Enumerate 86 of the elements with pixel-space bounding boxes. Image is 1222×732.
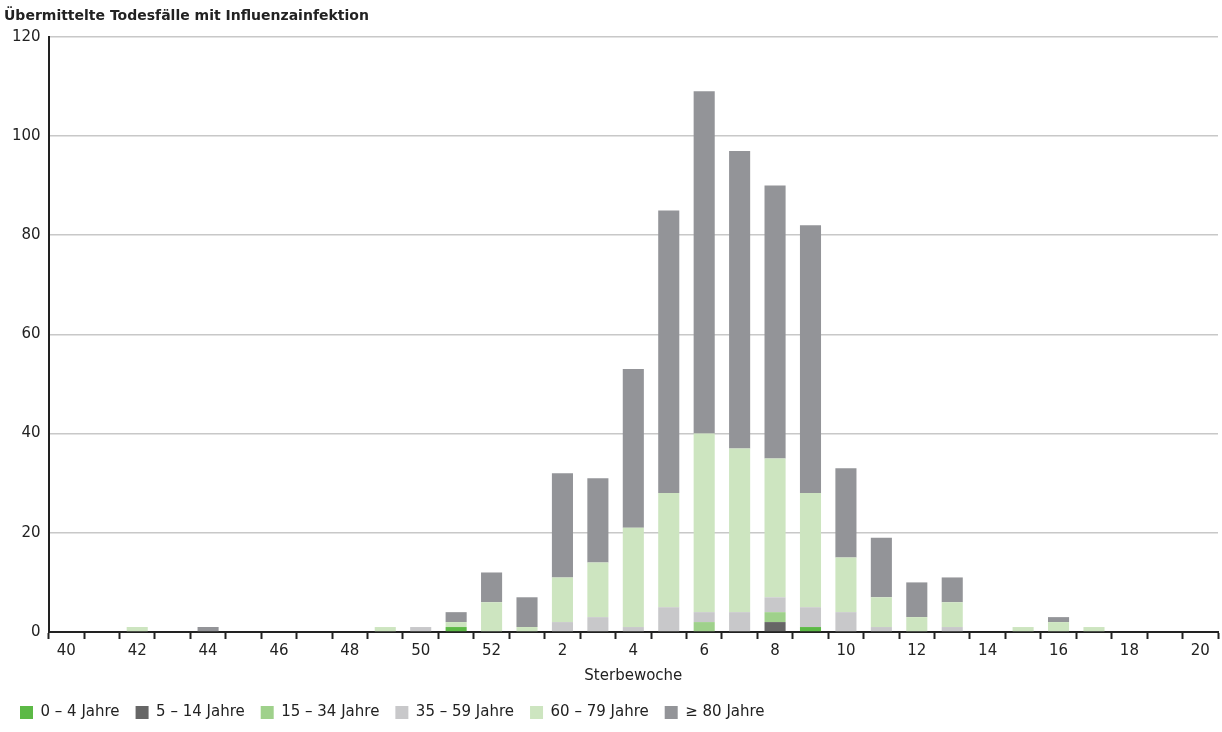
bar xyxy=(941,602,963,628)
bar xyxy=(587,617,609,632)
y-tick-label: 40 xyxy=(21,423,41,442)
x-tick-label: 20 xyxy=(1190,640,1210,659)
bar xyxy=(729,612,751,632)
x-tick-label: 8 xyxy=(770,640,780,659)
x-tick-label: 42 xyxy=(127,640,147,659)
bar xyxy=(764,612,786,623)
x-tick-label: 14 xyxy=(978,640,998,659)
x-tick-label: 52 xyxy=(482,640,502,659)
legend-label: 15 – 34 Jahre xyxy=(281,702,380,721)
bar xyxy=(445,612,467,623)
x-tick-label: 4 xyxy=(628,640,639,659)
bar xyxy=(551,473,573,578)
x-tick-label: 12 xyxy=(907,640,927,659)
bar xyxy=(764,458,786,598)
bar xyxy=(126,627,148,632)
bar xyxy=(729,150,751,449)
bar xyxy=(481,602,503,632)
legend-label: ≥ 80 Jahre xyxy=(685,702,765,721)
bar xyxy=(941,577,963,603)
y-tick-label: 60 xyxy=(21,324,41,343)
x-axis-title: Sterbewoche xyxy=(584,665,683,684)
x-tick-label: 6 xyxy=(699,640,709,659)
x-tick-label: 2 xyxy=(557,640,568,659)
bar xyxy=(410,627,432,632)
x-tick-label: 18 xyxy=(1119,640,1139,659)
bar xyxy=(658,210,680,494)
bar xyxy=(764,597,786,613)
bar xyxy=(764,185,786,459)
bar xyxy=(1048,617,1070,623)
bar xyxy=(799,607,822,628)
x-tick-label: 44 xyxy=(198,640,218,659)
bar xyxy=(481,572,503,603)
x-tick-label: 16 xyxy=(1048,640,1069,659)
bar xyxy=(622,369,644,528)
bar xyxy=(693,91,715,434)
bar xyxy=(799,627,822,632)
bar xyxy=(516,597,538,628)
bar xyxy=(799,225,822,494)
bar xyxy=(1083,627,1105,632)
y-tick-label: 80 xyxy=(21,225,41,244)
bar xyxy=(835,557,857,613)
legend-label: 60 – 79 Jahre xyxy=(550,702,649,721)
bar xyxy=(197,627,219,632)
x-tick-label: 50 xyxy=(411,640,431,659)
legend-label: 35 – 59 Jahre xyxy=(415,702,515,721)
y-tick-label: 100 xyxy=(11,125,41,144)
bar xyxy=(693,622,715,632)
bar xyxy=(622,527,644,628)
bar xyxy=(693,433,715,613)
bar xyxy=(764,622,786,632)
bar xyxy=(870,537,892,598)
bar xyxy=(551,577,573,623)
bar xyxy=(551,622,573,632)
bar xyxy=(799,493,822,608)
legend-label: 0 – 4 Jahre xyxy=(40,702,120,721)
bar xyxy=(516,627,538,632)
bar xyxy=(445,622,467,628)
x-tick-label: 40 xyxy=(56,640,76,659)
x-tick-label: 10 xyxy=(836,640,856,659)
bar xyxy=(941,627,963,632)
bar xyxy=(870,597,892,628)
bar xyxy=(870,627,892,632)
x-tick-label: 48 xyxy=(340,640,360,659)
bar xyxy=(906,582,928,618)
bar xyxy=(587,562,609,618)
bar xyxy=(693,612,715,623)
bar xyxy=(622,627,644,632)
bar xyxy=(906,617,928,632)
legend-label: 5 – 14 Jahre xyxy=(156,702,245,721)
bar xyxy=(835,468,857,558)
bar xyxy=(587,478,609,563)
y-tick-label: 20 xyxy=(21,522,41,541)
bar xyxy=(445,627,467,632)
bar xyxy=(835,612,857,632)
bar xyxy=(658,607,680,632)
x-tick-label: 46 xyxy=(269,640,289,659)
bar xyxy=(729,448,751,613)
bar xyxy=(658,493,680,608)
bar xyxy=(374,627,396,632)
y-tick-label: 120 xyxy=(11,26,41,45)
chart-title: Übermittelte Todesfälle mit Influenzainfektion xyxy=(4,6,369,24)
bar xyxy=(1048,622,1070,632)
y-tick-label: 0 xyxy=(31,621,41,640)
bar xyxy=(1012,627,1034,632)
